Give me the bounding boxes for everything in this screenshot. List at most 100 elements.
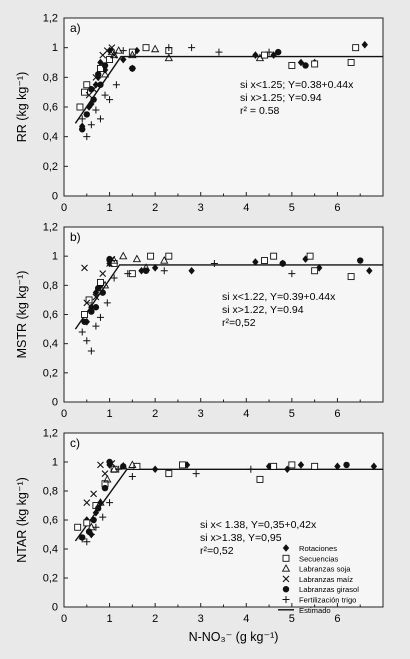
data-point-square bbox=[179, 461, 186, 469]
data-point-plus bbox=[160, 267, 168, 275]
panel-label: c) bbox=[70, 436, 80, 450]
legend-marker bbox=[281, 564, 291, 572]
y-axis-label: RR (kg kg⁻¹) bbox=[15, 72, 29, 143]
y-axis-label: NTAR (kg kg⁻¹) bbox=[15, 477, 29, 563]
data-point-circle bbox=[90, 96, 97, 103]
y-tick-label: 1 bbox=[52, 42, 58, 54]
data-point-square bbox=[261, 257, 268, 264]
y-tick-label: 0,2 bbox=[43, 367, 58, 379]
data-point-square bbox=[165, 252, 173, 260]
data-point-square bbox=[97, 278, 104, 286]
data-point-plus bbox=[112, 81, 120, 89]
data-point-plus bbox=[78, 328, 86, 336]
data-point-triangle bbox=[255, 53, 265, 62]
x-tick-label: 6 bbox=[334, 202, 340, 214]
data-point-triangle bbox=[132, 254, 142, 263]
data-point-square bbox=[81, 88, 88, 96]
data-point-circle bbox=[279, 260, 286, 267]
data-point-diamond bbox=[151, 264, 159, 272]
data-point-square bbox=[147, 252, 155, 260]
data-point-diamond bbox=[188, 266, 195, 275]
data-point-diamond bbox=[366, 266, 373, 275]
data-point-plus bbox=[87, 347, 95, 355]
data-point-diamond bbox=[334, 462, 341, 471]
data-point-square bbox=[76, 103, 84, 111]
data-point-diamond bbox=[370, 462, 378, 471]
data-point-plus bbox=[101, 91, 109, 99]
data-point-plus bbox=[78, 115, 86, 123]
data-point-circle bbox=[106, 255, 113, 263]
legend-marker bbox=[282, 554, 290, 562]
x-tick-label: 4 bbox=[243, 202, 249, 214]
data-point-plus bbox=[96, 313, 104, 321]
data-point-triangle bbox=[96, 498, 105, 506]
data-point-plus bbox=[265, 48, 273, 56]
data-point-diamond bbox=[120, 55, 127, 64]
data-point-circle bbox=[142, 267, 150, 274]
data-point-circle bbox=[88, 308, 95, 315]
panel-label: b) bbox=[70, 230, 81, 244]
fit-annotation: r² = 0.58 bbox=[240, 105, 280, 117]
data-point-cross bbox=[103, 47, 111, 55]
y-tick-label: 0,6 bbox=[43, 515, 58, 527]
x-tick-label: 3 bbox=[198, 202, 204, 214]
panel-label: a) bbox=[70, 21, 81, 35]
data-point-cross bbox=[108, 44, 116, 52]
data-point-diamond bbox=[361, 40, 368, 49]
data-point-plus bbox=[128, 473, 136, 480]
data-point-circle bbox=[81, 318, 88, 325]
x-tick-label: 2 bbox=[152, 408, 158, 420]
data-point-circle bbox=[94, 285, 102, 292]
fit-line bbox=[74, 55, 383, 124]
data-point-plus bbox=[78, 535, 86, 543]
data-point-plus bbox=[92, 523, 100, 531]
y-tick-label: 1,2 bbox=[43, 222, 58, 234]
data-point-triangle bbox=[160, 256, 169, 264]
x-tick-label: 5 bbox=[289, 613, 295, 625]
y-tick-label: 0,8 bbox=[43, 280, 58, 292]
data-point-plus bbox=[106, 499, 114, 507]
data-point-square bbox=[97, 64, 104, 72]
x-tick-label: 2 bbox=[152, 613, 158, 625]
data-point-triangle bbox=[119, 251, 128, 260]
legend-marker bbox=[282, 586, 290, 593]
legend-marker bbox=[282, 575, 290, 583]
data-point-triangle bbox=[100, 69, 110, 78]
y-tick-label: 0,8 bbox=[43, 486, 58, 498]
data-point-plus bbox=[110, 274, 118, 282]
fit-annotation: si x<1.25; Y=0.38+0.44x bbox=[240, 79, 354, 91]
data-point-diamond bbox=[97, 498, 104, 507]
x-tick-label: 4 bbox=[243, 408, 249, 420]
data-point-square bbox=[288, 62, 296, 69]
legend-marker bbox=[282, 544, 290, 552]
data-point-plus bbox=[119, 47, 127, 55]
data-point-cross bbox=[101, 470, 109, 477]
data-point-square bbox=[311, 267, 319, 275]
data-point-cross bbox=[83, 299, 91, 307]
data-point-circle bbox=[274, 48, 282, 56]
x-tick-label: 3 bbox=[198, 408, 204, 420]
x-tick-label: 4 bbox=[243, 613, 249, 625]
data-point-triangle bbox=[103, 474, 112, 483]
y-tick-label: 0,6 bbox=[43, 102, 58, 114]
data-point-square bbox=[261, 51, 268, 59]
chart-panel-1: 0 0,2 0,4 0,6 0,8 1 1,2 0 1 2 3 4 5 6 a) RR (kg kg⁻¹) si… bbox=[15, 13, 384, 214]
data-point-plus bbox=[83, 337, 91, 345]
data-point-square bbox=[306, 252, 314, 260]
data-point-plus bbox=[83, 538, 91, 546]
data-point-cross bbox=[99, 270, 107, 278]
data-point-cross bbox=[81, 264, 88, 272]
y-tick-label: 0,2 bbox=[43, 161, 58, 173]
data-point-circle bbox=[343, 461, 350, 469]
x-tick-label: 0 bbox=[61, 408, 67, 420]
fit-annotation: r²=0,52 bbox=[222, 317, 256, 329]
data-point-plus bbox=[99, 513, 107, 521]
legend-label: Secuencias bbox=[299, 554, 338, 563]
data-point-circle bbox=[83, 111, 90, 118]
data-point-cross bbox=[97, 461, 104, 469]
plot-frame bbox=[63, 226, 384, 403]
data-point-diamond bbox=[151, 465, 159, 474]
data-point-plus bbox=[188, 44, 196, 52]
y-tick-label: 1 bbox=[52, 457, 58, 469]
